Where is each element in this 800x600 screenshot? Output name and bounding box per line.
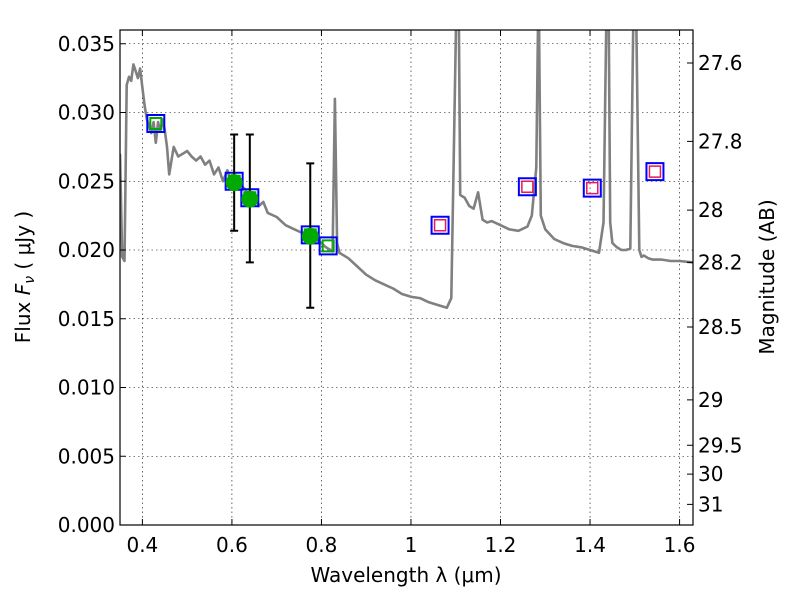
y2-tick-label: 30 bbox=[698, 462, 723, 486]
y-tick-label: 0.030 bbox=[58, 101, 115, 125]
model-square-inner bbox=[149, 117, 163, 130]
y2-tick-label: 29 bbox=[698, 388, 723, 412]
y2-tick-label: 29.5 bbox=[698, 433, 743, 457]
x-tick-label: 1 bbox=[405, 533, 418, 557]
x-tick-label: 1.6 bbox=[664, 533, 696, 557]
y-tick-label: 0.000 bbox=[58, 513, 115, 537]
y-axis-label-pre: Flux bbox=[11, 295, 35, 343]
upper-limit-square-marker bbox=[582, 178, 602, 198]
data-markers bbox=[146, 114, 665, 309]
observed-point bbox=[301, 227, 319, 245]
plot-frame bbox=[119, 29, 694, 526]
y-tick-label: 0.005 bbox=[58, 444, 115, 468]
y2-tick-label: 31 bbox=[698, 492, 723, 516]
y-tick-label: 0.010 bbox=[58, 376, 115, 400]
upper-limit-inner bbox=[521, 180, 534, 193]
y2-tick-label: 28.2 bbox=[698, 250, 743, 274]
axis-ticks: 0.4 0.6 0.8 1 1.2 1.4 1.6 0.000 0.005 0.010 0.015 0… bbox=[58, 30, 743, 557]
y-axis-label: Flux Fν ( μJy ) bbox=[11, 211, 38, 343]
y-tick-label: 0.015 bbox=[58, 307, 115, 331]
x-axis-label: Wavelength λ (μm) bbox=[310, 563, 501, 587]
upper-limit-inner bbox=[433, 219, 447, 232]
y-axis-label-subscript: ν bbox=[22, 276, 38, 284]
y-axis-label-symbol: F bbox=[11, 283, 35, 295]
upper-limit-square-marker bbox=[645, 162, 665, 182]
y-tick-label: 0.020 bbox=[58, 238, 115, 262]
x-tick-label: 0.4 bbox=[126, 533, 158, 557]
model-square-marker bbox=[146, 114, 166, 133]
y2-tick-label: 27.8 bbox=[698, 129, 743, 153]
y2-axis-label: Magnitude (AB) bbox=[755, 199, 779, 354]
y-tick-label: 0.025 bbox=[58, 169, 115, 193]
upper-limit-inner bbox=[586, 181, 599, 195]
y2-tick-label: 28.5 bbox=[698, 315, 743, 339]
upper-limit-square-marker bbox=[430, 215, 450, 235]
observed-point bbox=[225, 174, 243, 192]
x-tick-label: 0.8 bbox=[306, 533, 338, 557]
observed-point bbox=[241, 190, 259, 208]
y-tick-label: 0.035 bbox=[58, 32, 115, 56]
model-square-marker bbox=[318, 236, 338, 256]
y2-tick-label: 28 bbox=[698, 198, 723, 222]
x-tick-label: 1.2 bbox=[485, 533, 517, 557]
x-tick-label: 1.4 bbox=[574, 533, 606, 557]
upper-limit-square-marker bbox=[517, 177, 537, 197]
upper-limit-inner bbox=[648, 165, 662, 178]
y-axis-label-post: ( μJy ) bbox=[11, 211, 35, 276]
y2-tick-label: 27.6 bbox=[698, 51, 743, 75]
x-tick-label: 0.6 bbox=[216, 533, 248, 557]
plot-background bbox=[120, 30, 693, 525]
model-square-inner bbox=[321, 239, 335, 253]
